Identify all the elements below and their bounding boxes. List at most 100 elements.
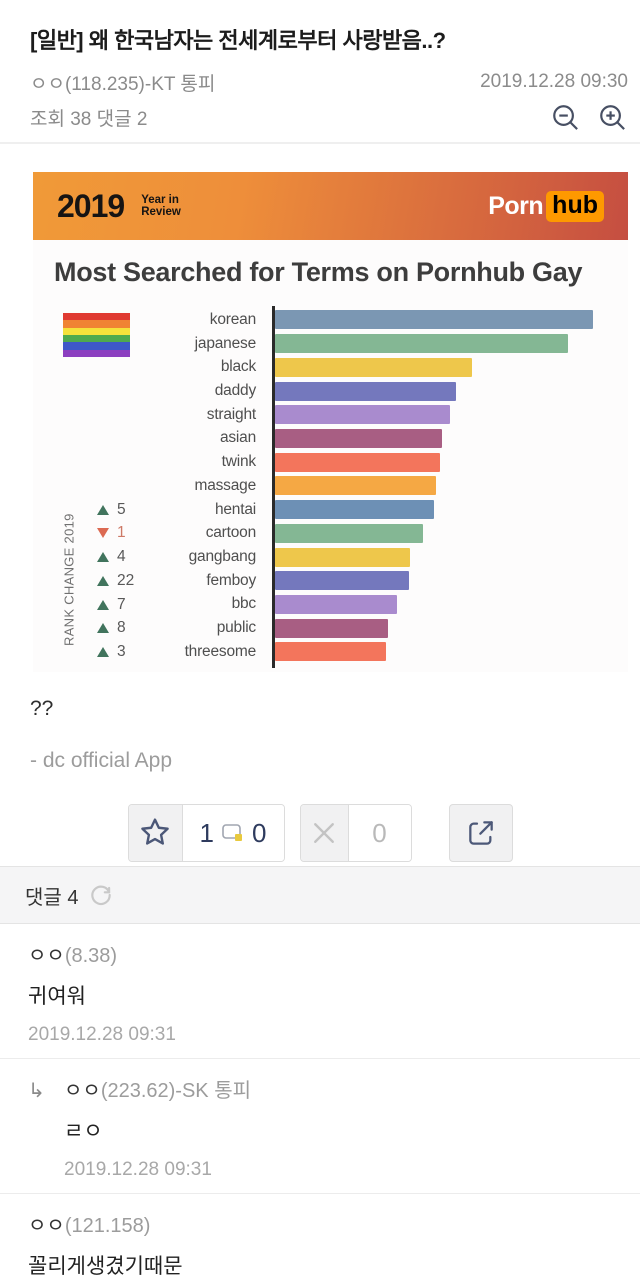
downvote-group: 0 [299, 804, 412, 862]
rank-change-value: 3 [117, 642, 126, 660]
chart-row: public [33, 616, 628, 640]
font-zoom-in-button[interactable] [597, 102, 628, 133]
dc-app-signature: - dc official App [30, 749, 173, 772]
chart-row: hentai [33, 498, 628, 522]
rank-change-column: 5 1 4 22 7 8 3 [97, 498, 187, 664]
rank-change-row: 4 [97, 545, 187, 569]
bar [275, 594, 398, 614]
post-author: ㅇㅇ(118.235)-KT 통피 [30, 73, 216, 95]
bar-label: massage [194, 476, 257, 494]
post-header: [일반] 왜 한국남자는 전세계로부터 사랑받음..? ㅇㅇ(118.235)-… [0, 0, 640, 132]
rank-up-icon [97, 646, 109, 657]
reply-arrow-icon: ↳ [28, 1080, 45, 1102]
bar-label: japanese [194, 334, 257, 352]
bar-track [275, 594, 628, 614]
flag-stripe [63, 342, 130, 350]
flag-stripe [63, 334, 130, 343]
comment-item[interactable]: ↳ ㅇㅇ(223.62)-SK 통피 ㄹㅇ 2019.12.28 09:31 [0, 1058, 640, 1193]
chart-row: threesome [33, 640, 628, 664]
flag-stripe [63, 320, 130, 328]
chart-row: straight [33, 403, 628, 427]
bar-track [275, 476, 628, 496]
chart-axis-line [272, 306, 275, 668]
banner-year-in-review: Year in Review [141, 193, 181, 219]
rank-change-row: 1 [97, 522, 187, 546]
downvote-count-area: 0 [348, 805, 411, 861]
post-date: 2019.12.28 09:30 [480, 71, 628, 92]
chart-row: japanese [33, 332, 628, 356]
comment-text: 귀여워 [28, 985, 86, 1008]
pornhub-logo: Porn hub [488, 190, 604, 222]
rank-change-row: 5 [97, 498, 187, 522]
font-zoom-out-button[interactable] [550, 102, 581, 133]
rank-change-axis-label: RANK CHANGE 2019 [61, 513, 77, 647]
bar [275, 500, 434, 520]
comment-text: 꼴리게생겼기때문 [28, 1255, 183, 1278]
bar-label: twink [221, 453, 257, 471]
share-button[interactable] [448, 804, 513, 862]
bar [275, 381, 457, 401]
chart-row: black [33, 355, 628, 379]
rank-up-icon [97, 599, 109, 610]
bar-track [275, 618, 628, 638]
post-views-comments: 조회 38 댓글 2 [30, 108, 148, 130]
rank-change-value: 22 [117, 571, 135, 589]
pornhub-banner: 2019 Year in Review Porn hub [33, 172, 628, 240]
banner-year: 2019 [57, 187, 125, 224]
post-title: [일반] 왜 한국남자는 전세계로부터 사랑받음..? [30, 28, 446, 53]
comment-item[interactable]: ㅇㅇ(8.38) 귀여워 2019.12.28 09:31 [0, 924, 640, 1058]
rank-change-value: 7 [117, 595, 126, 613]
bar-track [275, 334, 628, 354]
bar-label: femboy [206, 571, 256, 589]
bar-track [275, 547, 628, 567]
post-image-pornhub-chart[interactable]: 2019 Year in Review Porn hub Most Search… [33, 172, 628, 672]
dica-count: 0 [252, 817, 267, 848]
post-body-text: ?? [30, 697, 54, 720]
bar-track [275, 500, 628, 520]
chart-row: massage [33, 474, 628, 498]
rank-up-icon [97, 623, 109, 634]
share-icon [468, 821, 493, 845]
bar-label: gangbang [188, 548, 257, 566]
x-icon [314, 823, 334, 843]
flag-stripe [63, 349, 130, 357]
comments-header: 댓글 4 [0, 866, 640, 924]
comments-count-label: 댓글 4 [25, 886, 79, 909]
bar [275, 642, 387, 662]
bar-track [275, 405, 628, 425]
bar-label: bbc [231, 595, 257, 613]
rank-change-value: 4 [117, 548, 126, 566]
chart-row: asian [33, 427, 628, 451]
comment-author-nick: ㅇㅇ [28, 945, 65, 967]
bar-track [275, 310, 628, 330]
comment-author: ㅇㅇ(223.62)-SK 통피 [64, 1079, 612, 1103]
bar [275, 476, 436, 496]
comment-text: ㄹㅇ [64, 1120, 103, 1143]
chart-row: gangbang [33, 545, 628, 569]
comment-author: ㅇㅇ(121.158) [28, 1214, 612, 1238]
comment-item[interactable]: ㅇㅇ(121.158) 꼴리게생겼기때문 [0, 1193, 640, 1280]
bar-track [275, 452, 628, 472]
upvote-group: 1 0 [127, 804, 285, 862]
comment-list: ㅇㅇ(8.38) 귀여워 2019.12.28 09:31 ↳ ㅇㅇ(223.6… [0, 924, 640, 1280]
bar-track [275, 357, 628, 377]
downvote-button[interactable] [300, 805, 349, 861]
bar-track [275, 523, 628, 543]
comment-date: 2019.12.28 09:31 [64, 1159, 212, 1180]
comment-author-ip: (121.158) [64, 1215, 151, 1237]
pride-flag [63, 313, 130, 357]
rank-up-icon [97, 504, 109, 515]
comment-author-ip: (223.62)-SK 통피 [100, 1080, 252, 1102]
comment-author-ip: (8.38) [64, 945, 118, 967]
bar [275, 405, 450, 425]
comment-author-nick: ㅇㅇ [64, 1080, 101, 1102]
rank-up-icon [97, 552, 109, 563]
refresh-icon[interactable] [88, 882, 114, 908]
rank-change-row: 8 [97, 616, 187, 640]
upvote-count: 1 [199, 817, 214, 848]
magnifier-plus-icon [600, 104, 625, 130]
chart-row: femboy [33, 569, 628, 593]
bar-label: daddy [214, 382, 256, 400]
bar-label: threesome [184, 642, 257, 660]
upvote-button[interactable] [128, 805, 183, 861]
